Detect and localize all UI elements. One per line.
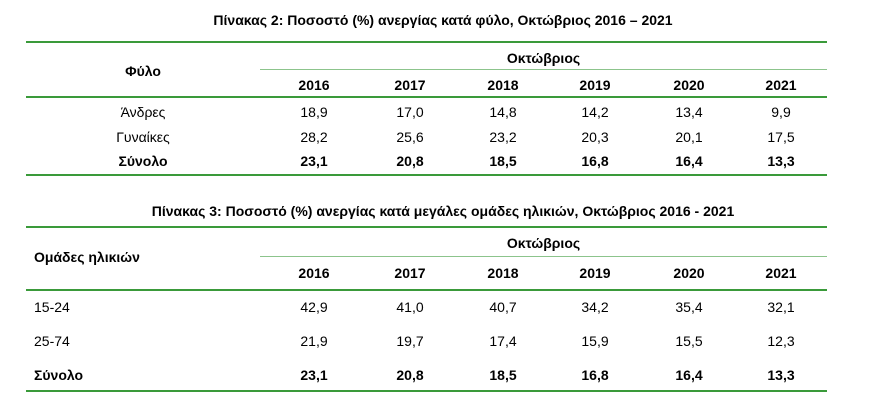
table3-cell: 12,3 xyxy=(767,333,795,349)
table3-total-cell: 16,8 xyxy=(581,367,609,383)
table2-cell: 14,8 xyxy=(489,104,517,120)
table3-year-2017: 2017 xyxy=(394,265,426,281)
table3-year-2019: 2019 xyxy=(579,265,611,281)
table2-group-rule xyxy=(260,69,827,70)
table2-cell: 17,5 xyxy=(767,129,795,145)
table2-total-cell: 13,3 xyxy=(767,153,795,169)
table2-cell: 13,4 xyxy=(675,104,703,120)
table3-total-cell: 20,8 xyxy=(396,367,424,383)
table3-cell: 17,4 xyxy=(489,333,517,349)
table2-total-cell: 23,1 xyxy=(300,153,328,169)
table2-cell: 25,6 xyxy=(396,129,424,145)
table3-cell: 15,5 xyxy=(675,333,703,349)
table2-total-cell: 16,4 xyxy=(675,153,703,169)
table2-cell: 28,2 xyxy=(300,129,328,145)
table2-year-2020: 2020 xyxy=(673,77,705,93)
table3-cell: 42,9 xyxy=(300,299,328,315)
table3-total-cell: 13,3 xyxy=(767,367,795,383)
table3-group-header: Οκτώβριος xyxy=(506,235,581,251)
table2-top-rule xyxy=(26,41,827,43)
table3-cell: 15,9 xyxy=(581,333,609,349)
table2-cell: 23,2 xyxy=(489,129,517,145)
table2-year-2018: 2018 xyxy=(487,77,519,93)
table3-year-2018: 2018 xyxy=(487,265,519,281)
table2-cell: 20,3 xyxy=(581,129,609,145)
table2-cell: 9,9 xyxy=(771,104,791,120)
table2-year-2017: 2017 xyxy=(394,77,426,93)
table3-year-2021: 2021 xyxy=(765,265,797,281)
table3-total-label: Σύνολο xyxy=(34,367,84,383)
table3-header-rule xyxy=(26,289,827,291)
table3-total-cell: 23,1 xyxy=(300,367,328,383)
table3-cell: 34,2 xyxy=(581,299,609,315)
table3-cell: 40,7 xyxy=(489,299,517,315)
table2-cell: 18,9 xyxy=(300,104,328,120)
table3-year-2020: 2020 xyxy=(673,265,705,281)
table3-cell: 41,0 xyxy=(396,299,424,315)
table2-row-label: Γυναίκες xyxy=(116,129,170,145)
table2-total-cell: 18,5 xyxy=(489,153,517,169)
table2-total-cell: 20,8 xyxy=(396,153,424,169)
table3-total-cell: 18,5 xyxy=(489,367,517,383)
table3-row-label: 25-74 xyxy=(34,333,70,349)
table3-row-label: 15-24 xyxy=(34,299,70,315)
table3-cell: 35,4 xyxy=(675,299,703,315)
table3-total-cell: 16,4 xyxy=(675,367,703,383)
table3-cell: 21,9 xyxy=(300,333,328,349)
table2-title: Πίνακας 2: Ποσοστό (%) ανεργίας κατά φύλ… xyxy=(213,12,673,28)
table2-row-label: Άνδρες xyxy=(120,104,166,120)
table3-title: Πίνακας 3: Ποσοστό (%) ανεργίας κατά μεγ… xyxy=(151,203,735,219)
table2-bottom-rule xyxy=(26,174,827,176)
table2-year-2021: 2021 xyxy=(765,77,797,93)
table2-group-header: Οκτώβριος xyxy=(506,50,581,66)
table2-cell: 17,0 xyxy=(396,104,424,120)
table2-total-cell: 16,8 xyxy=(581,153,609,169)
table3-row-header: Ομάδες ηλικιών xyxy=(34,249,140,265)
table2-row-header: Φύλο xyxy=(125,63,161,79)
table3-cell: 19,7 xyxy=(396,333,424,349)
table2-year-2016: 2016 xyxy=(298,77,330,93)
table2-year-2019: 2019 xyxy=(579,77,611,93)
table3-group-rule xyxy=(260,256,827,257)
table2-cell: 20,1 xyxy=(675,129,703,145)
table2-total-label: Σύνολο xyxy=(118,153,168,169)
table3-bottom-rule xyxy=(26,390,827,392)
table2-cell: 14,2 xyxy=(581,104,609,120)
table3-top-rule xyxy=(26,226,827,228)
table3-cell: 32,1 xyxy=(767,299,795,315)
table3-year-2016: 2016 xyxy=(298,265,330,281)
table2-header-rule xyxy=(26,96,827,98)
